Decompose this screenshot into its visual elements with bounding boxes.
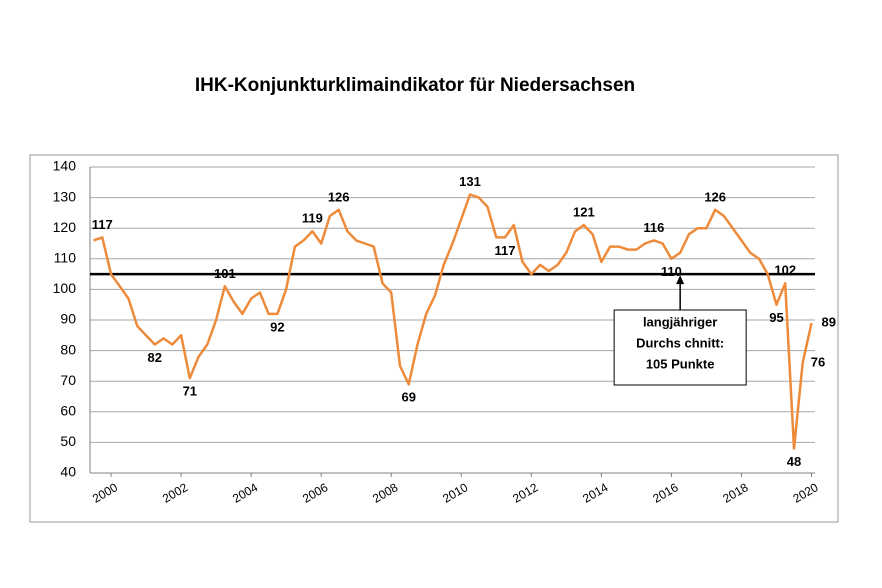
data-label: 95 [769, 310, 783, 325]
data-label: 117 [92, 217, 113, 232]
annotation-text: 105 Punkte [646, 356, 715, 371]
y-tick-label: 110 [54, 250, 77, 266]
y-tick-label: 120 [53, 219, 77, 235]
data-label: 101 [214, 266, 236, 281]
annotation-text: langjähriger [643, 314, 717, 329]
data-label: 121 [573, 205, 595, 220]
y-tick-label: 140 [53, 158, 77, 174]
x-tick-label: 2000 [90, 480, 120, 506]
x-tick-label: 2004 [230, 480, 260, 506]
data-label: 126 [704, 189, 726, 204]
x-tick-label: 2014 [580, 480, 610, 506]
data-label: 89 [821, 314, 835, 329]
x-tick-label: 2018 [720, 480, 750, 506]
data-label: 102 [774, 263, 796, 278]
y-tick-label: 40 [60, 464, 76, 480]
y-tick-label: 80 [60, 341, 76, 357]
data-label: 126 [328, 189, 350, 204]
annotation-arrowhead [676, 275, 685, 285]
data-label: 82 [148, 350, 162, 365]
x-tick-label: 2020 [790, 480, 820, 506]
data-label: 76 [811, 354, 825, 369]
x-tick-label: 2016 [650, 480, 680, 506]
data-label: 110 [661, 264, 682, 279]
y-tick-label: 60 [60, 403, 76, 419]
data-label: 69 [401, 390, 415, 405]
data-label: 92 [270, 319, 284, 334]
data-label: 116 [643, 220, 664, 235]
chart-title: IHK-Konjunkturklimaindikator für Nieders… [195, 75, 635, 96]
data-label: 117 [495, 243, 516, 258]
data-label: 119 [302, 211, 323, 226]
annotation-box [613, 309, 747, 386]
x-tick-label: 2008 [370, 480, 400, 506]
x-tick-label: 2006 [300, 480, 330, 506]
data-line [93, 193, 813, 450]
x-tick-label: 2010 [440, 480, 470, 506]
data-label: 131 [459, 174, 481, 189]
chart-frame [29, 154, 839, 523]
y-tick-label: 90 [60, 311, 76, 327]
y-tick-label: 70 [60, 372, 76, 388]
data-label: 71 [183, 384, 197, 399]
y-tick-label: 50 [60, 433, 76, 449]
annotation-text: Durchs chnitt: [636, 335, 724, 350]
y-tick-label: 100 [53, 280, 77, 296]
x-tick-label: 2012 [510, 480, 540, 506]
data-label: 48 [787, 454, 801, 469]
x-tick-label: 2002 [160, 480, 190, 506]
y-tick-label: 130 [53, 188, 77, 204]
